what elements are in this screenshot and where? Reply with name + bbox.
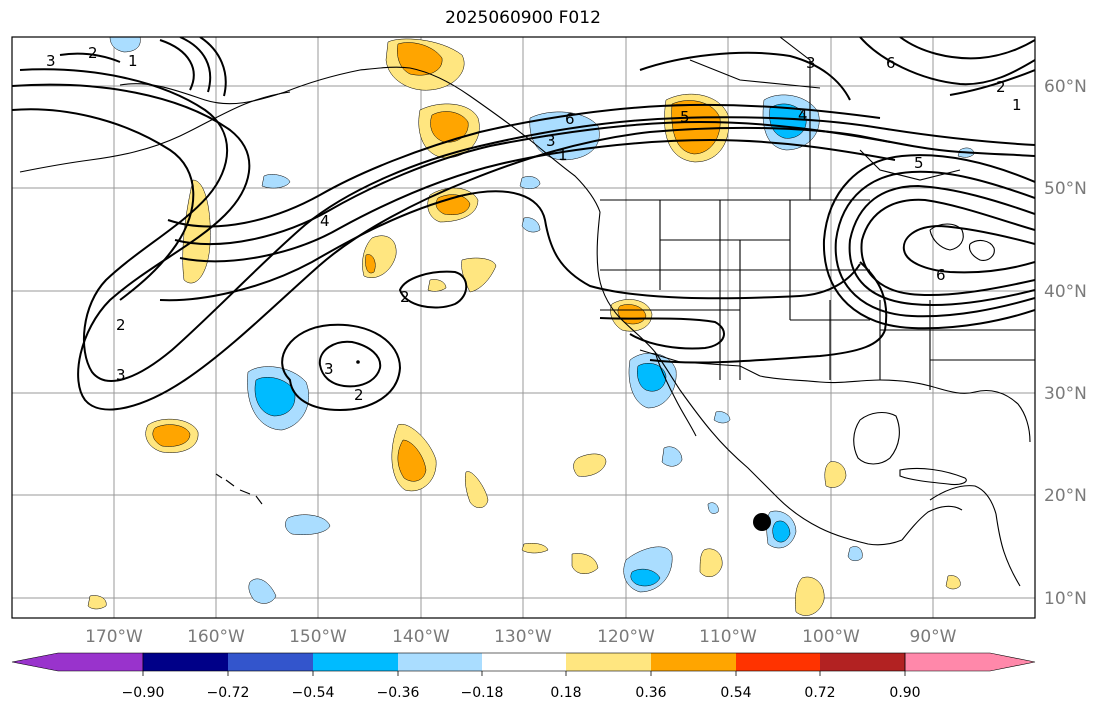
colorbar-bin	[143, 653, 228, 671]
contour-label: 1	[558, 146, 568, 164]
contour-label: 3	[806, 54, 816, 72]
lat-label: 10°N	[1044, 589, 1087, 609]
map-title: 2025060900 F012	[445, 8, 601, 28]
colorbar-bin	[820, 653, 905, 671]
colorbar-bin	[398, 653, 482, 671]
contour-lines	[12, 37, 1035, 412]
lat-label: 20°N	[1044, 486, 1087, 506]
contour-label: 2	[88, 44, 98, 62]
colorbar-bin	[651, 653, 736, 671]
longitude-labels: 170°W 160°W 150°W 140°W 130°W 120°W 110°…	[85, 627, 957, 647]
contour-label: 1	[128, 52, 138, 70]
contour-label: 1	[1012, 96, 1022, 114]
contour-label: 2	[116, 316, 126, 334]
colorbar-tick-label: 0.54	[720, 685, 751, 701]
lon-label: 170°W	[85, 627, 143, 647]
position-marker	[753, 513, 771, 531]
lat-label: 50°N	[1044, 179, 1087, 199]
contour-label: 6	[565, 110, 575, 128]
colorbar-tick-label: −0.72	[207, 685, 250, 701]
contour-label: 2	[400, 288, 410, 306]
contour-label: 2	[996, 78, 1006, 96]
colorbar-tick-label: −0.18	[461, 685, 504, 701]
lat-label: 30°N	[1044, 384, 1087, 404]
contour-label: 6	[936, 266, 946, 284]
colorbar-bin	[313, 653, 398, 671]
colorbar-bin	[482, 653, 566, 671]
lon-label: 120°W	[597, 627, 655, 647]
colorbar-tick-label: 0.36	[635, 685, 666, 701]
contour-label: 3	[324, 360, 334, 378]
lon-label: 140°W	[392, 627, 450, 647]
contour-label: 4	[320, 212, 330, 230]
contour-label: 3	[46, 52, 56, 70]
colorbar-tick-label: 0.72	[804, 685, 835, 701]
lon-label: 150°W	[289, 627, 347, 647]
low-center-dot	[356, 360, 360, 364]
contour-label: 5	[914, 154, 924, 172]
lon-label: 100°W	[802, 627, 860, 647]
colorbar-extend-low	[11, 652, 144, 672]
colorbar-tick-label: −0.36	[377, 685, 420, 701]
contour-labels: 3 2 1 4 6 3 1 5 4 3 6 5 2 1 6 2 2 3 3 2	[46, 44, 1022, 404]
colorbar-extend-high	[904, 652, 1036, 672]
colorbar-bin	[736, 653, 820, 671]
lon-label: 110°W	[699, 627, 757, 647]
map-border	[11, 36, 1036, 619]
colorbar-tick-label: 0.90	[889, 685, 920, 701]
colorbar: −0.90 −0.72 −0.54 −0.36 −0.18 0.18 0.36 …	[11, 652, 1036, 701]
latitude-labels: 60°N 50°N 40°N 30°N 20°N 10°N	[1044, 77, 1087, 609]
lon-label: 130°W	[494, 627, 552, 647]
lon-label: 90°W	[910, 627, 957, 647]
colorbar-tick-label: −0.54	[292, 685, 335, 701]
contour-label: 6	[886, 54, 896, 72]
colorbar-tick-label: 0.18	[550, 685, 581, 701]
contour-label: 4	[798, 106, 808, 124]
colorbar-bin	[566, 653, 651, 671]
contour-label: 3	[546, 132, 556, 150]
lat-label: 40°N	[1044, 282, 1087, 302]
lat-label: 60°N	[1044, 77, 1087, 97]
colorbar-tick-label: −0.90	[122, 685, 165, 701]
colorbar-bin	[228, 653, 313, 671]
coastlines-and-borders	[19, 37, 1035, 587]
contour-label: 5	[680, 108, 690, 126]
contour-label: 3	[116, 366, 126, 384]
lon-label: 160°W	[187, 627, 245, 647]
contour-label: 2	[354, 386, 364, 404]
